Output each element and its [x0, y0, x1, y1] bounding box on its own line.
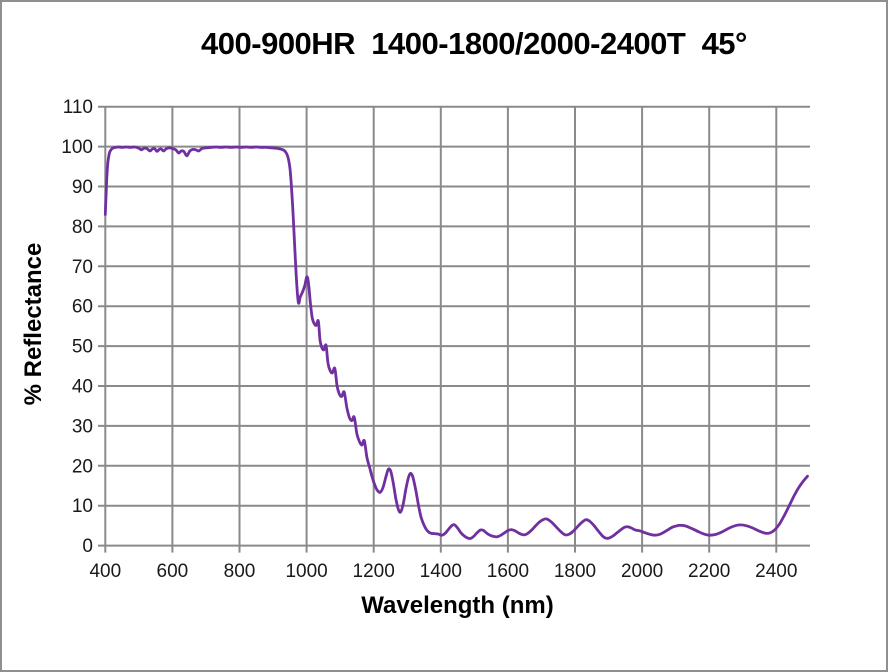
y-tick-label: 110	[63, 97, 93, 118]
y-tick-label: 10	[72, 496, 93, 517]
x-tick-label: 1400	[420, 561, 462, 582]
x-tick-label: 1800	[554, 561, 596, 582]
x-tick-label: 2200	[688, 561, 730, 582]
reflectance-curve	[103, 145, 809, 540]
x-tick-label: 400	[89, 561, 121, 582]
y-tick-label: 50	[72, 337, 93, 358]
y-tick-label: 90	[72, 177, 93, 198]
x-axis-title: Wavelength (nm)	[361, 592, 554, 619]
y-tick-label: 60	[72, 297, 93, 318]
chart-title: 400-900HR 1400-1800/2000-2400T 45°	[201, 26, 747, 61]
y-tick-label: 100	[61, 137, 93, 158]
x-tick-label: 2400	[755, 561, 797, 582]
x-tick-label: 800	[224, 561, 256, 582]
y-tick-label: 80	[72, 217, 93, 238]
y-tick-label: 40	[72, 377, 93, 398]
x-tick-label: 600	[157, 561, 189, 582]
y-tick-label: 70	[72, 257, 93, 278]
x-tick-label: 2000	[621, 561, 663, 582]
x-tick-label: 1600	[487, 561, 529, 582]
y-tick-label: 30	[72, 416, 93, 437]
y-tick-label: 0	[82, 536, 93, 557]
y-tick-label: 20	[72, 456, 93, 477]
x-tick-label: 1000	[285, 561, 327, 582]
x-tick-label: 1200	[353, 561, 395, 582]
